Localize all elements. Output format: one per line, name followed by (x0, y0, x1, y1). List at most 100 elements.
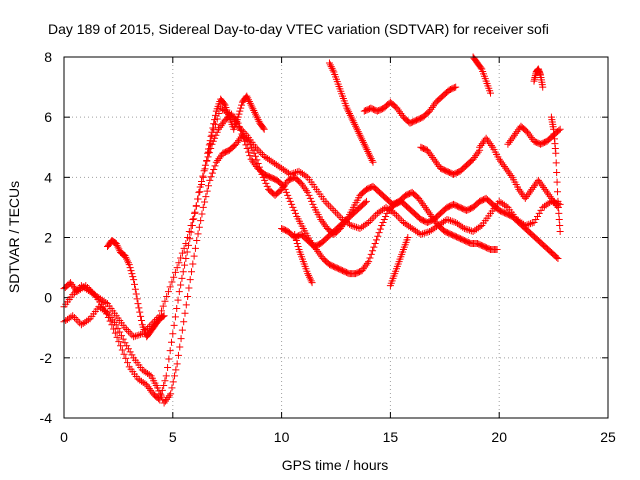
data-point (125, 261, 133, 269)
x-tick-label: 10 (274, 429, 290, 445)
data-point (355, 129, 363, 137)
data-point (169, 330, 177, 338)
data-point (121, 252, 129, 260)
data-point (351, 223, 359, 231)
data-point (111, 329, 119, 337)
data-point (194, 230, 202, 238)
data-point (393, 104, 401, 112)
x-tick-label: 0 (60, 429, 68, 445)
data-point (346, 111, 354, 119)
plot-frame (63, 56, 609, 419)
data-point (370, 213, 378, 221)
data-point (116, 328, 124, 336)
data-point (537, 206, 545, 214)
data-point (284, 191, 292, 199)
data-point (423, 205, 431, 213)
data-point (257, 167, 265, 175)
data-point (163, 395, 171, 403)
data-point (210, 120, 218, 128)
data-point (133, 332, 141, 340)
data-point (251, 161, 259, 169)
data-point (250, 107, 258, 115)
data-point (182, 301, 190, 309)
data-point (130, 276, 138, 284)
series-3 (60, 104, 564, 341)
data-point (533, 212, 541, 220)
data-point (178, 249, 186, 257)
data-point (158, 386, 166, 394)
data-point (555, 126, 563, 134)
data-point (365, 218, 373, 226)
data-point (253, 114, 261, 122)
data-point (508, 135, 516, 143)
data-point (250, 159, 258, 167)
data-point (516, 187, 524, 195)
data-point (286, 170, 294, 178)
data-point (329, 66, 337, 74)
data-point (246, 99, 254, 107)
data-point (517, 189, 525, 197)
data-point (233, 138, 241, 146)
data-point (545, 191, 553, 199)
x-tick-label: 25 (600, 429, 616, 445)
data-point (207, 173, 215, 181)
data-point (547, 194, 555, 202)
data-point (430, 216, 438, 224)
data-point (198, 181, 206, 189)
data-point (214, 125, 222, 133)
data-point (263, 182, 271, 190)
data-point (305, 273, 313, 281)
data-point (528, 219, 536, 227)
data-point (181, 309, 189, 317)
data-point (290, 169, 298, 177)
data-point (114, 243, 122, 251)
data-point (191, 209, 199, 217)
data-point (464, 226, 472, 234)
data-point (121, 324, 129, 332)
data-point (198, 210, 206, 218)
data-point (197, 217, 205, 225)
data-point (297, 179, 305, 187)
data-point (404, 234, 412, 241)
data-point (513, 128, 521, 136)
data-point (193, 237, 201, 245)
data-point (394, 213, 402, 221)
data-point (541, 185, 549, 193)
data-point (328, 64, 336, 72)
data-point (245, 98, 253, 106)
data-point (433, 159, 441, 167)
data-point (164, 363, 172, 371)
data-point (181, 261, 189, 269)
series-8 (325, 59, 377, 166)
data-point (174, 351, 182, 359)
data-point (212, 158, 220, 166)
data-point (232, 140, 240, 148)
data-point (172, 366, 180, 374)
data-point (306, 194, 314, 202)
data-point (537, 180, 545, 188)
data-point (478, 140, 486, 148)
series-15 (547, 113, 564, 235)
data-point (423, 146, 431, 154)
data-point (419, 200, 427, 208)
data-point (469, 155, 477, 163)
data-point (121, 339, 129, 347)
data-point (122, 253, 130, 261)
data-point (177, 254, 185, 262)
data-point (251, 108, 259, 116)
data-point (135, 304, 143, 312)
data-point (415, 194, 423, 202)
data-point (426, 150, 434, 158)
data-point (237, 104, 245, 112)
data-point (383, 209, 391, 217)
data-point (372, 211, 380, 219)
data-point (155, 387, 163, 395)
data-point (349, 117, 357, 125)
data-point (394, 106, 402, 114)
data-point (307, 277, 315, 285)
data-point (249, 105, 257, 113)
tick-labels: 0 5 10 15 20 25 -4 -2 0 2 4 6 8 (40, 49, 616, 445)
data-point (538, 182, 546, 190)
data-point (369, 247, 377, 255)
data-point (174, 296, 182, 304)
